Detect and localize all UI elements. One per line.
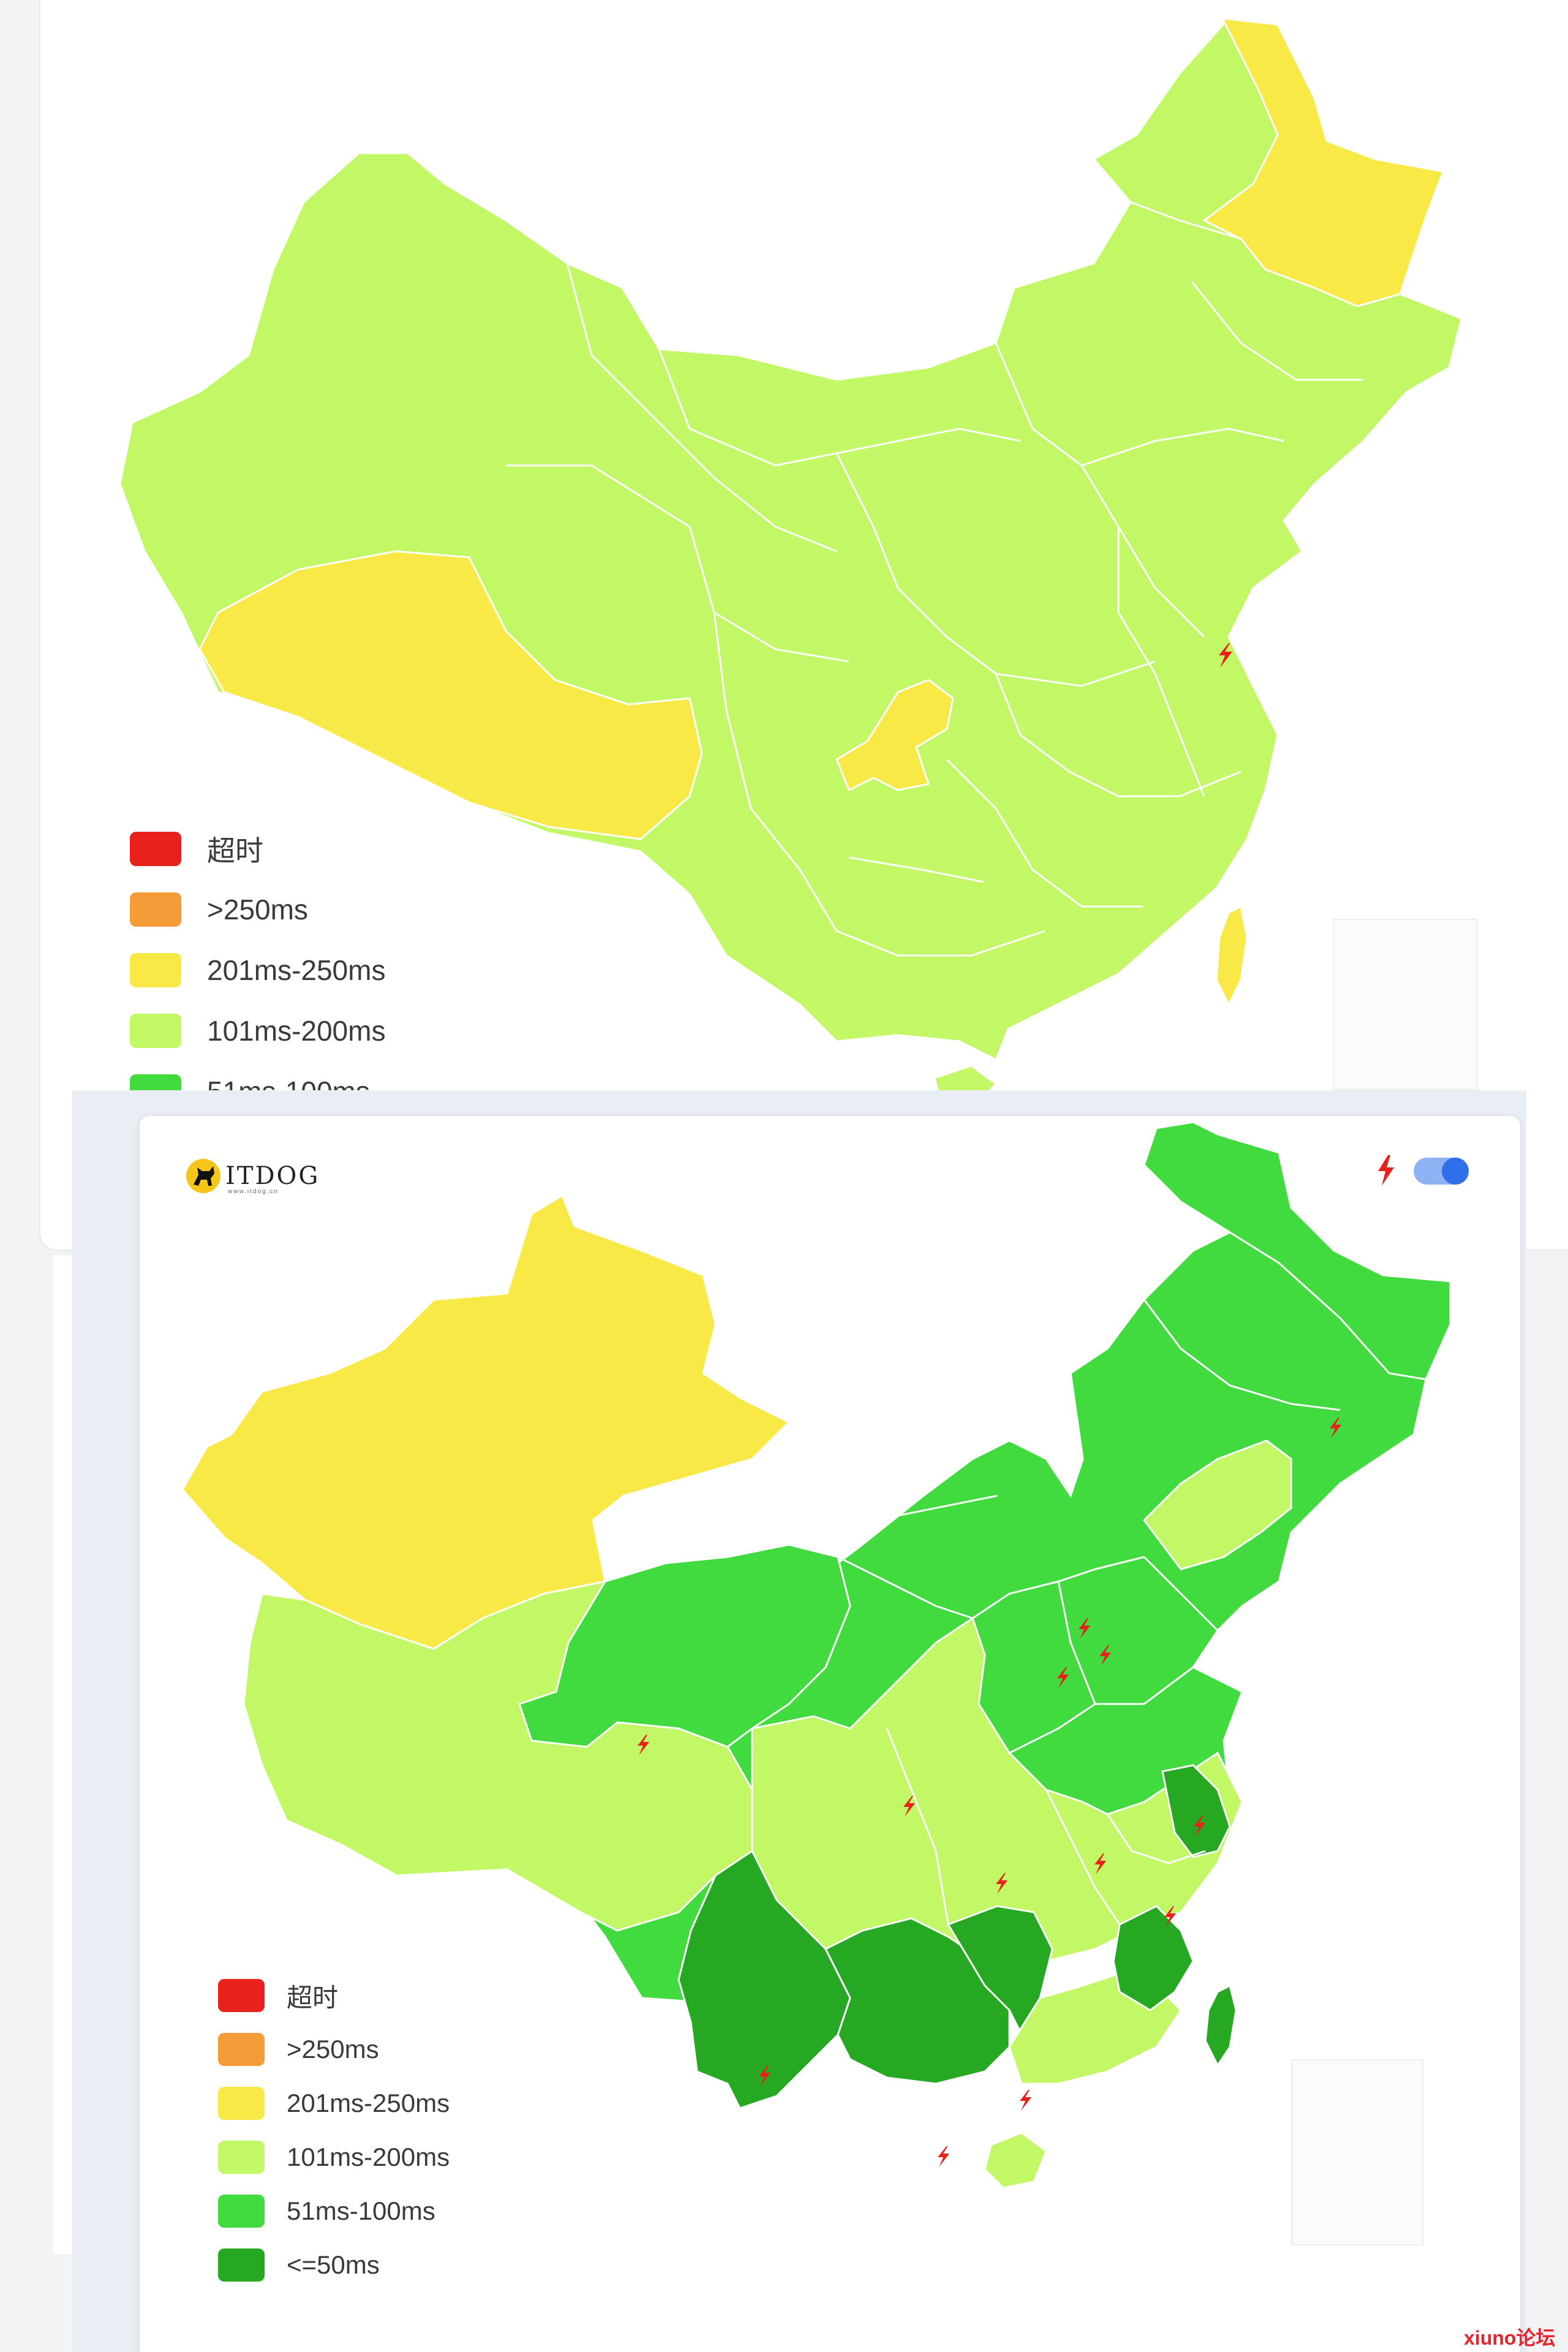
legend-swatch (218, 2195, 265, 2228)
lightning-icon (1219, 643, 1232, 668)
back-province-borders (506, 201, 1363, 957)
lightning-icon[interactable] (1194, 1815, 1205, 1836)
lightning-icon[interactable] (1330, 1417, 1341, 1438)
front-region-xinjiang[interactable] (181, 1194, 791, 1650)
lightning-icon[interactable] (996, 1873, 1008, 1894)
lightning-icon[interactable] (1095, 1853, 1106, 1874)
front-region-hainan[interactable] (984, 2132, 1047, 2189)
back-map-card: 超时 >250ms 201ms-250ms 101ms-200ms 51ms-1… (40, 0, 1568, 1250)
logo-text: ITDOG (225, 1162, 320, 1190)
back-legend-item-over250[interactable]: >250ms (130, 879, 385, 940)
back-region-heilongjiang[interactable] (1202, 17, 1445, 307)
front-legend-item-timeout[interactable]: 超时 (218, 1969, 450, 2022)
itdog-logo[interactable]: ITDOG www.itdog.cn (185, 1158, 320, 1195)
lightning-icon[interactable] (1164, 1906, 1176, 1927)
front-legend-item-51-100[interactable]: 51ms-100ms (218, 2184, 450, 2238)
back-south-china-sea-inset (1333, 919, 1477, 1090)
legend-swatch (130, 831, 181, 866)
front-region-yunnan[interactable] (677, 1849, 851, 2109)
legend-label: <=50ms (287, 2250, 380, 2279)
front-legend-item-101-200[interactable]: 101ms-200ms (218, 2130, 450, 2184)
marker-toggle-switch[interactable] (1414, 1158, 1469, 1185)
logo-subtitle: www.itdog.cn (228, 1188, 279, 1195)
legend-label: 51ms-100ms (287, 2196, 435, 2225)
lightning-icon[interactable] (1057, 1667, 1069, 1688)
legend-label: 超时 (287, 1983, 339, 2012)
lightning-toggle-icon[interactable] (1377, 1155, 1395, 1186)
legend-label: 201ms-250ms (207, 954, 386, 986)
back-legend-item-timeout[interactable]: 超时 (130, 818, 385, 879)
front-region-fujian[interactable] (1112, 1905, 1194, 2011)
back-region-tibet[interactable] (198, 550, 703, 840)
toggle-knob (1442, 1158, 1469, 1185)
legend-swatch (218, 2248, 265, 2282)
lightning-icon[interactable] (759, 2065, 771, 2086)
back-region-chongqing[interactable] (835, 679, 954, 792)
front-region-jiangsu[interactable] (1161, 1764, 1231, 1858)
front-china-map (181, 1121, 1452, 2189)
legend-label: 101ms-200ms (287, 2143, 450, 2171)
back-legend-item-101-200[interactable]: 101ms-200ms (130, 1000, 385, 1061)
back-region-taiwan[interactable] (1215, 905, 1248, 1007)
front-region-taiwan[interactable] (1204, 1984, 1237, 2067)
dog-icon (186, 1159, 221, 1193)
legend-label: 超时 (207, 834, 263, 867)
lightning-icon[interactable] (938, 2146, 949, 2167)
front-legend-item-201-250[interactable]: 201ms-250ms (218, 2076, 450, 2130)
lightning-icon[interactable] (1099, 1645, 1111, 1666)
front-south-china-sea-inset (1291, 2059, 1423, 2245)
front-province-borders (788, 1231, 1427, 1925)
front-map-card: ITDOG www.itdog.cn (140, 1116, 1520, 2352)
legend-label: 201ms-250ms (287, 2089, 450, 2117)
legend-swatch (130, 892, 181, 927)
lightning-icon[interactable] (1079, 1618, 1090, 1639)
legend-swatch (218, 2087, 265, 2120)
front-region-guizhou-guangxi[interactable] (824, 1917, 1011, 2085)
watermark: xiuno论坛 (1464, 2327, 1556, 2349)
lightning-icon[interactable] (638, 1735, 649, 1755)
legend-label: 101ms-200ms (207, 1014, 386, 1047)
legend-swatch (218, 1979, 265, 2012)
lightning-icon[interactable] (1020, 2090, 1031, 2111)
legend-label: >250ms (207, 893, 308, 925)
back-marker-jiangsu[interactable] (1219, 643, 1232, 668)
legend-swatch (218, 2141, 265, 2174)
back-legend: 超时 >250ms 201ms-250ms 101ms-200ms 51ms-1… (130, 818, 385, 1121)
legend-swatch (130, 1013, 181, 1048)
front-region-qinghai[interactable] (518, 1544, 851, 1748)
front-legend-item-over250[interactable]: >250ms (218, 2022, 450, 2076)
legend-swatch (218, 2033, 265, 2066)
front-legend-item-le50[interactable]: <=50ms (218, 2238, 450, 2292)
front-legend: 超时 >250ms 201ms-250ms 101ms-200ms 51ms-1… (218, 1969, 450, 2292)
legend-swatch (130, 952, 181, 987)
back-legend-item-201-250[interactable]: 201ms-250ms (130, 940, 385, 1000)
legend-label: >250ms (287, 2035, 379, 2064)
front-markers (638, 1417, 1341, 2167)
lightning-icon[interactable] (903, 1796, 915, 1817)
front-region-liaoning[interactable] (1143, 1439, 1292, 1570)
